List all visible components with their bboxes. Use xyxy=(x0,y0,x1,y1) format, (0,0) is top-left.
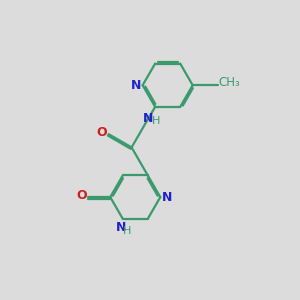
Text: O: O xyxy=(76,189,87,202)
Text: CH₃: CH₃ xyxy=(218,76,240,89)
Text: N: N xyxy=(142,112,153,125)
Text: N: N xyxy=(162,190,172,204)
Text: N: N xyxy=(116,220,127,233)
Text: H: H xyxy=(123,226,131,236)
Text: O: O xyxy=(97,126,107,139)
Text: H: H xyxy=(152,116,160,126)
Text: N: N xyxy=(131,79,141,92)
